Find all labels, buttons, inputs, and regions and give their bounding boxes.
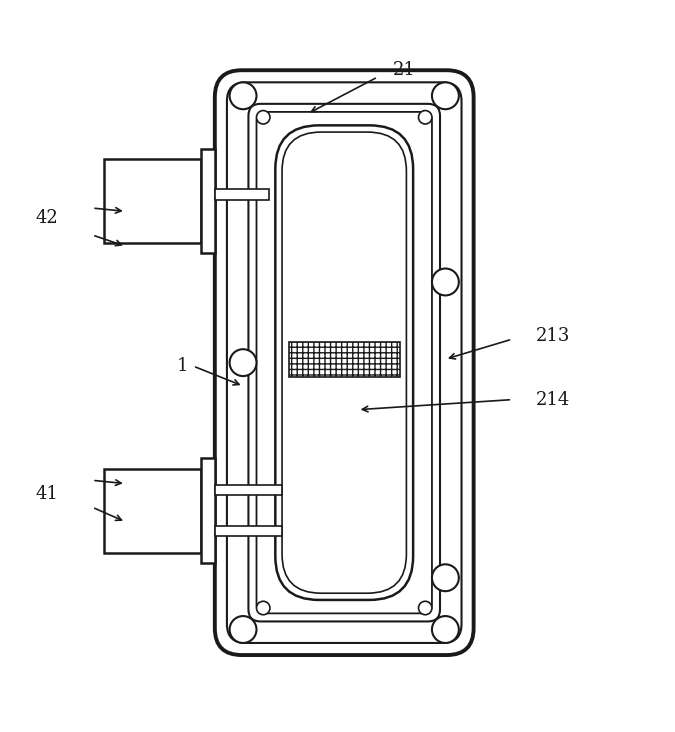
Bar <box>201 458 215 563</box>
Circle shape <box>418 111 432 124</box>
Text: 42: 42 <box>36 209 59 227</box>
Bar <box>289 342 400 377</box>
Circle shape <box>256 601 270 615</box>
Bar <box>104 468 201 553</box>
Circle shape <box>432 564 459 591</box>
FancyBboxPatch shape <box>227 82 462 643</box>
Circle shape <box>230 349 256 376</box>
Circle shape <box>432 269 459 296</box>
Bar <box>215 189 269 200</box>
Bar <box>215 485 282 496</box>
FancyBboxPatch shape <box>248 104 440 621</box>
Circle shape <box>230 82 256 109</box>
Bar <box>104 160 201 243</box>
FancyBboxPatch shape <box>256 112 432 613</box>
Text: 214: 214 <box>535 391 570 408</box>
Circle shape <box>432 82 459 109</box>
Circle shape <box>230 616 256 643</box>
FancyBboxPatch shape <box>282 132 406 593</box>
Circle shape <box>256 111 270 124</box>
Bar <box>215 526 282 537</box>
Text: 1: 1 <box>177 357 188 375</box>
Text: 41: 41 <box>36 485 59 503</box>
FancyBboxPatch shape <box>215 70 474 655</box>
Text: 213: 213 <box>535 326 570 345</box>
Bar <box>201 149 215 253</box>
Text: 21: 21 <box>394 61 416 79</box>
FancyBboxPatch shape <box>275 125 413 600</box>
Circle shape <box>432 616 459 643</box>
Circle shape <box>418 601 432 615</box>
